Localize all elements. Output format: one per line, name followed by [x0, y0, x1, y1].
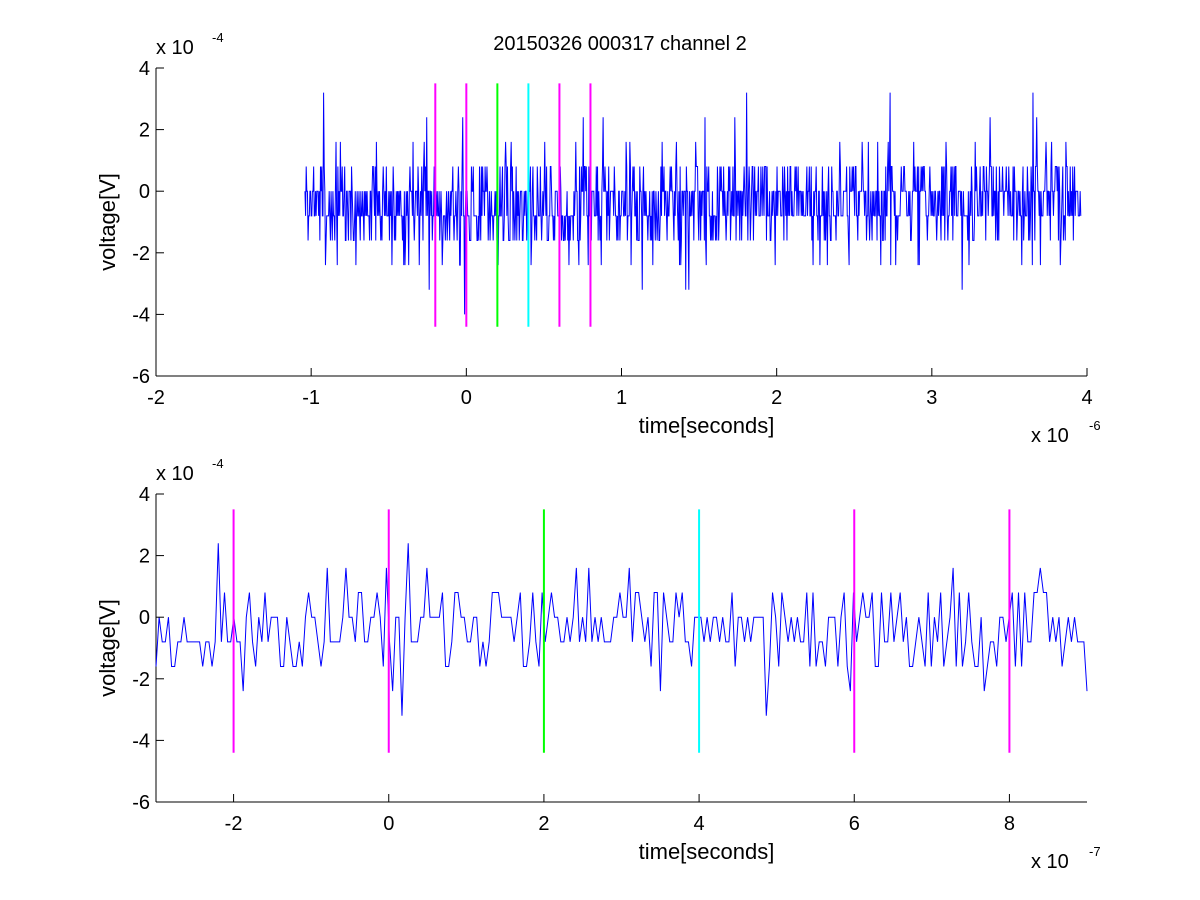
x-tick-label: 3 — [926, 387, 937, 409]
x-tick-label: 6 — [849, 813, 860, 835]
x-tick-label: 8 — [1004, 813, 1015, 835]
y-axis-label: voltage[V] — [95, 173, 120, 271]
x-tick-label: -2 — [225, 813, 243, 835]
y-tick-label: -6 — [132, 366, 150, 388]
signal-line — [155, 543, 1088, 716]
y-multiplier-exponent: -4 — [212, 456, 224, 471]
y-tick-label: 0 — [139, 607, 150, 629]
signal-line — [304, 92, 1082, 315]
x-multiplier-exponent: -6 — [1089, 418, 1101, 433]
y-tick-label: -2 — [132, 243, 150, 265]
x-multiplier: x 10 — [1031, 425, 1069, 447]
x-axis-label: time[seconds] — [639, 413, 775, 438]
figure-title: 20150326 000317 channel 2 — [493, 33, 747, 55]
x-axis-label: time[seconds] — [639, 839, 775, 864]
bottom-plot: -2 0 2 4 6 8 -6 -4 -2 0 2 4 x 10 -4 x 10 -7 time[seconds… — [95, 456, 1101, 873]
y-tick-label: -2 — [132, 669, 150, 691]
x-multiplier-exponent: -7 — [1089, 844, 1101, 859]
x-tick-label: 0 — [461, 387, 472, 409]
x-tick-label: 1 — [616, 387, 627, 409]
y-tick-label: 2 — [139, 546, 150, 568]
y-multiplier: x 10 — [156, 37, 194, 59]
top-plot: -2 -1 0 1 2 3 4 -6 -4 -2 0 2 4 x 10 -4 x 10 -6 time[secon… — [95, 30, 1101, 447]
y-tick-label: 0 — [139, 181, 150, 203]
x-tick-label: 4 — [694, 813, 705, 835]
x-multiplier: x 10 — [1031, 851, 1069, 873]
y-tick-label: 2 — [139, 120, 150, 142]
y-tick-label: 4 — [139, 484, 150, 506]
x-tick-label: -2 — [147, 387, 165, 409]
y-multiplier-exponent: -4 — [212, 30, 224, 45]
y-tick-label: 4 — [139, 58, 150, 80]
y-tick-label: -6 — [132, 792, 150, 814]
y-multiplier: x 10 — [156, 463, 194, 485]
y-tick-label: -4 — [132, 730, 150, 752]
x-tick-label: 2 — [771, 387, 782, 409]
x-tick-label: 0 — [383, 813, 394, 835]
y-tick-label: -4 — [132, 304, 150, 326]
y-axis-label: voltage[V] — [95, 599, 120, 697]
x-tick-label: -1 — [302, 387, 320, 409]
x-tick-label: 2 — [538, 813, 549, 835]
x-tick-label: 4 — [1081, 387, 1092, 409]
